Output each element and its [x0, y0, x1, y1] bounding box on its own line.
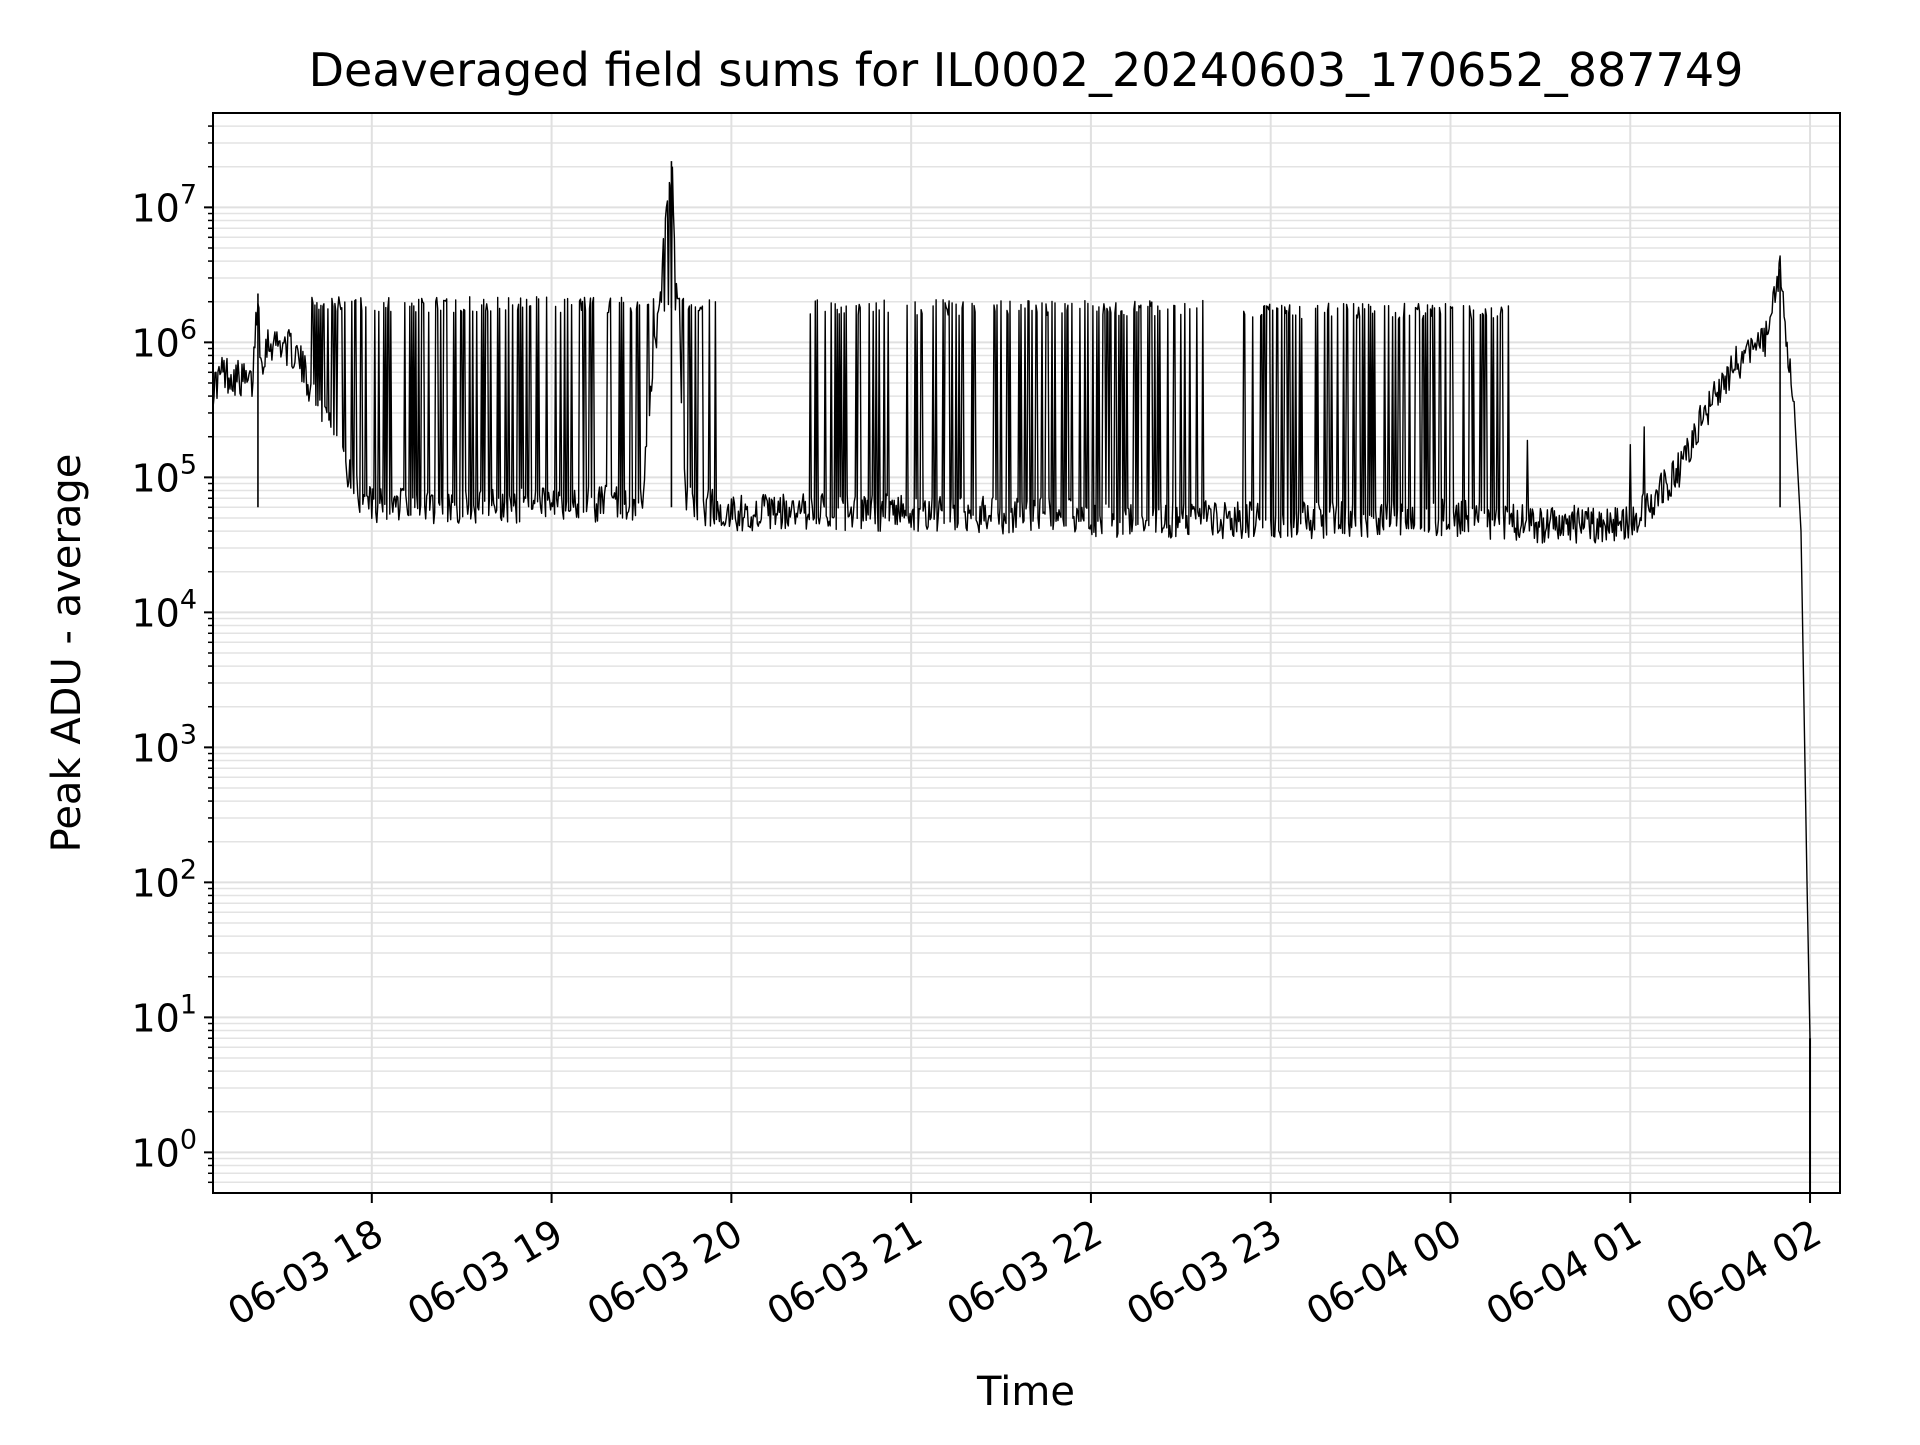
- y-tick-label: 102: [131, 854, 197, 905]
- plot-area: [213, 161, 1812, 1193]
- y-tick-label: 103: [131, 719, 197, 770]
- grid: [213, 113, 1840, 1193]
- x-axis-label: Time: [976, 1369, 1075, 1415]
- chart-title: Deaveraged field sums for IL0002_2024060…: [309, 43, 1744, 97]
- series-line: [213, 166, 1811, 1193]
- y-tick-label: 107: [131, 179, 197, 230]
- y-tick-label: 104: [131, 584, 197, 635]
- y-tick-label: 105: [131, 449, 197, 500]
- y-tick-label: 101: [131, 989, 197, 1040]
- y-axis-label: Peak ADU - average: [44, 454, 90, 853]
- y-tick-label: 100: [131, 1124, 197, 1175]
- y-tick-label: 106: [131, 314, 197, 365]
- series-group: [213, 161, 1812, 1193]
